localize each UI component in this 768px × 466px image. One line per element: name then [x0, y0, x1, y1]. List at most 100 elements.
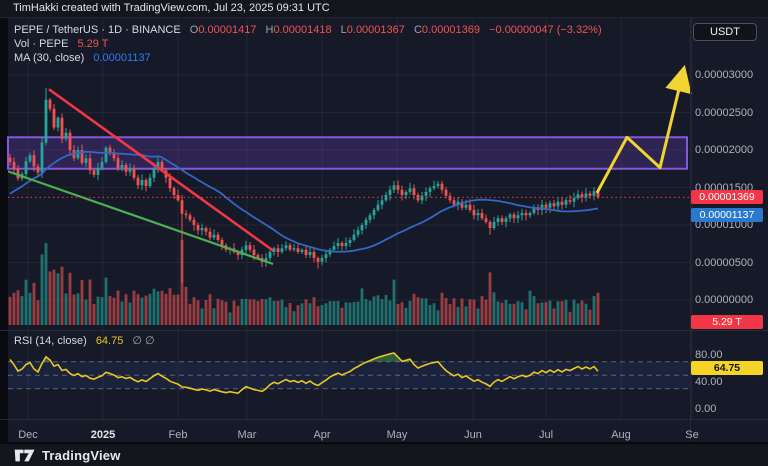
candle-body	[592, 191, 596, 196]
candle-body	[516, 215, 520, 219]
volume-bar	[264, 299, 268, 325]
volume-bar	[552, 308, 556, 325]
candle-body	[272, 248, 276, 252]
candle-body	[524, 213, 528, 216]
rsi-line	[9, 352, 599, 395]
price-tick-label: 0.00001000	[695, 219, 754, 231]
candle-body	[236, 252, 240, 255]
volume-bar	[212, 308, 216, 325]
candle-body	[508, 214, 512, 219]
time-tick-label[interactable]: Feb	[168, 429, 188, 441]
volume-bar	[68, 272, 72, 325]
low-label: L	[340, 24, 347, 36]
ma-row[interactable]: MA (30, close) 0.00001137	[14, 51, 602, 65]
time-tick-label[interactable]: May	[386, 429, 408, 441]
volume-bar	[568, 311, 572, 325]
price-tick-label: 0.00002000	[695, 144, 754, 156]
symbol-title[interactable]: PEPE / TetherUS · 1D · BINANCE	[14, 24, 181, 36]
candle-body	[460, 201, 464, 208]
candle-body	[332, 246, 336, 250]
volume-bar	[316, 306, 320, 325]
candle-body	[284, 245, 288, 249]
symbol-row[interactable]: PEPE / TetherUS · 1D · BINANCE O0.000014…	[14, 23, 602, 37]
rsi-value: 64.75	[95, 335, 124, 347]
tradingview-logo-icon[interactable]	[14, 448, 36, 463]
volume-bar	[188, 303, 192, 325]
volume-bar	[348, 302, 352, 325]
rsi-overbought-fill	[10, 353, 439, 362]
candle-body	[444, 189, 448, 196]
volume-bar	[356, 301, 360, 325]
volume-bar	[488, 272, 492, 325]
candle-body	[28, 155, 32, 162]
close-value: 0.00001369	[421, 24, 481, 36]
candle-body	[276, 248, 280, 252]
candle-body	[156, 162, 160, 169]
time-tick-label[interactable]: Jul	[538, 429, 554, 441]
candle-body	[304, 249, 308, 255]
volume-bar	[368, 300, 372, 325]
volume-layer	[8, 240, 600, 325]
volume-bar	[152, 288, 156, 325]
candle-body	[84, 158, 88, 163]
attribution-text: TimHakki created with TradingView.com, J…	[13, 2, 330, 14]
candle-body	[48, 99, 52, 109]
time-axis[interactable]: Dec 2025 Feb Mar Apr May Jun Jul Aug Se	[0, 424, 768, 442]
volume-bar	[588, 309, 592, 325]
candle-body	[340, 243, 344, 246]
open-label: O	[189, 24, 199, 36]
volume-bar	[580, 300, 584, 325]
time-tick-label[interactable]: Mar	[237, 429, 257, 441]
volume-bar	[76, 293, 80, 325]
volume-bar	[312, 297, 316, 325]
attribution-bar: TimHakki created with TradingView.com, J…	[0, 0, 768, 18]
candle-body	[488, 222, 492, 228]
volume-bar	[544, 301, 548, 325]
rsi-layer	[9, 352, 599, 395]
candle-body	[248, 245, 252, 250]
volume-bar	[100, 297, 104, 325]
time-tick-label[interactable]: Dec	[18, 429, 38, 441]
time-tick-label[interactable]: Jun	[464, 429, 482, 441]
volume-bar	[184, 286, 188, 325]
candle-body	[252, 249, 256, 255]
candle-body	[108, 147, 112, 153]
rsi-hide-icons[interactable]: ∅ ∅	[132, 335, 155, 347]
currency-toggle-button[interactable]: USDT	[693, 23, 757, 41]
red-trendline	[48, 88, 274, 252]
rsi-legend[interactable]: RSI (14, close) 64.75 ∅ ∅	[14, 334, 155, 347]
volume-bar	[344, 302, 348, 325]
time-tick-label[interactable]: Apr	[313, 429, 331, 441]
volume-bar	[384, 294, 388, 325]
volume-bar	[172, 294, 176, 325]
volume-bar	[72, 294, 76, 325]
last-price-badge: 0.00001369	[691, 190, 763, 204]
volume-bar	[32, 282, 36, 325]
volume-bar	[420, 298, 424, 325]
tradingview-brand-text[interactable]: TradingView	[42, 447, 121, 463]
time-tick-label[interactable]: Aug	[611, 429, 631, 441]
time-tick-label[interactable]: Se	[685, 429, 699, 441]
volume-bar	[8, 296, 12, 325]
candle-body	[8, 157, 12, 162]
candle-body	[312, 252, 316, 258]
candle-body	[60, 117, 64, 139]
rsi-label[interactable]: RSI (14, close)	[14, 335, 87, 347]
candle-body	[292, 248, 296, 250]
time-tick-label[interactable]: 2025	[90, 429, 116, 441]
candle-body	[452, 200, 456, 205]
volume-bar	[528, 290, 532, 325]
volume-row[interactable]: Vol · PEPE 5.29 T	[14, 37, 602, 51]
candle-body	[428, 188, 432, 192]
ma-value-badge: 0.00001137	[691, 208, 763, 222]
candle-body	[288, 245, 292, 250]
volume-bar	[556, 301, 560, 325]
candle-body	[76, 150, 80, 159]
volume-bar	[496, 301, 500, 325]
candle-body	[320, 258, 324, 262]
candle-body	[68, 132, 72, 150]
candle-body	[116, 158, 120, 168]
volume-bar	[96, 296, 100, 325]
